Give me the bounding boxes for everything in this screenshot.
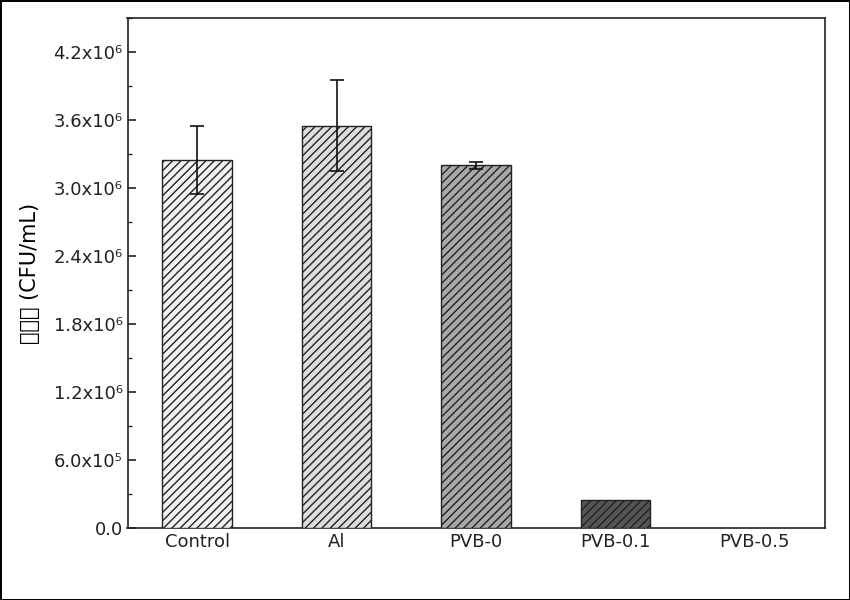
Bar: [581, 500, 650, 528]
Bar: [162, 160, 232, 528]
Y-axis label: 菌落数 (CFU/mL): 菌落数 (CFU/mL): [20, 202, 39, 344]
Bar: [302, 125, 371, 528]
Bar: [441, 166, 511, 528]
